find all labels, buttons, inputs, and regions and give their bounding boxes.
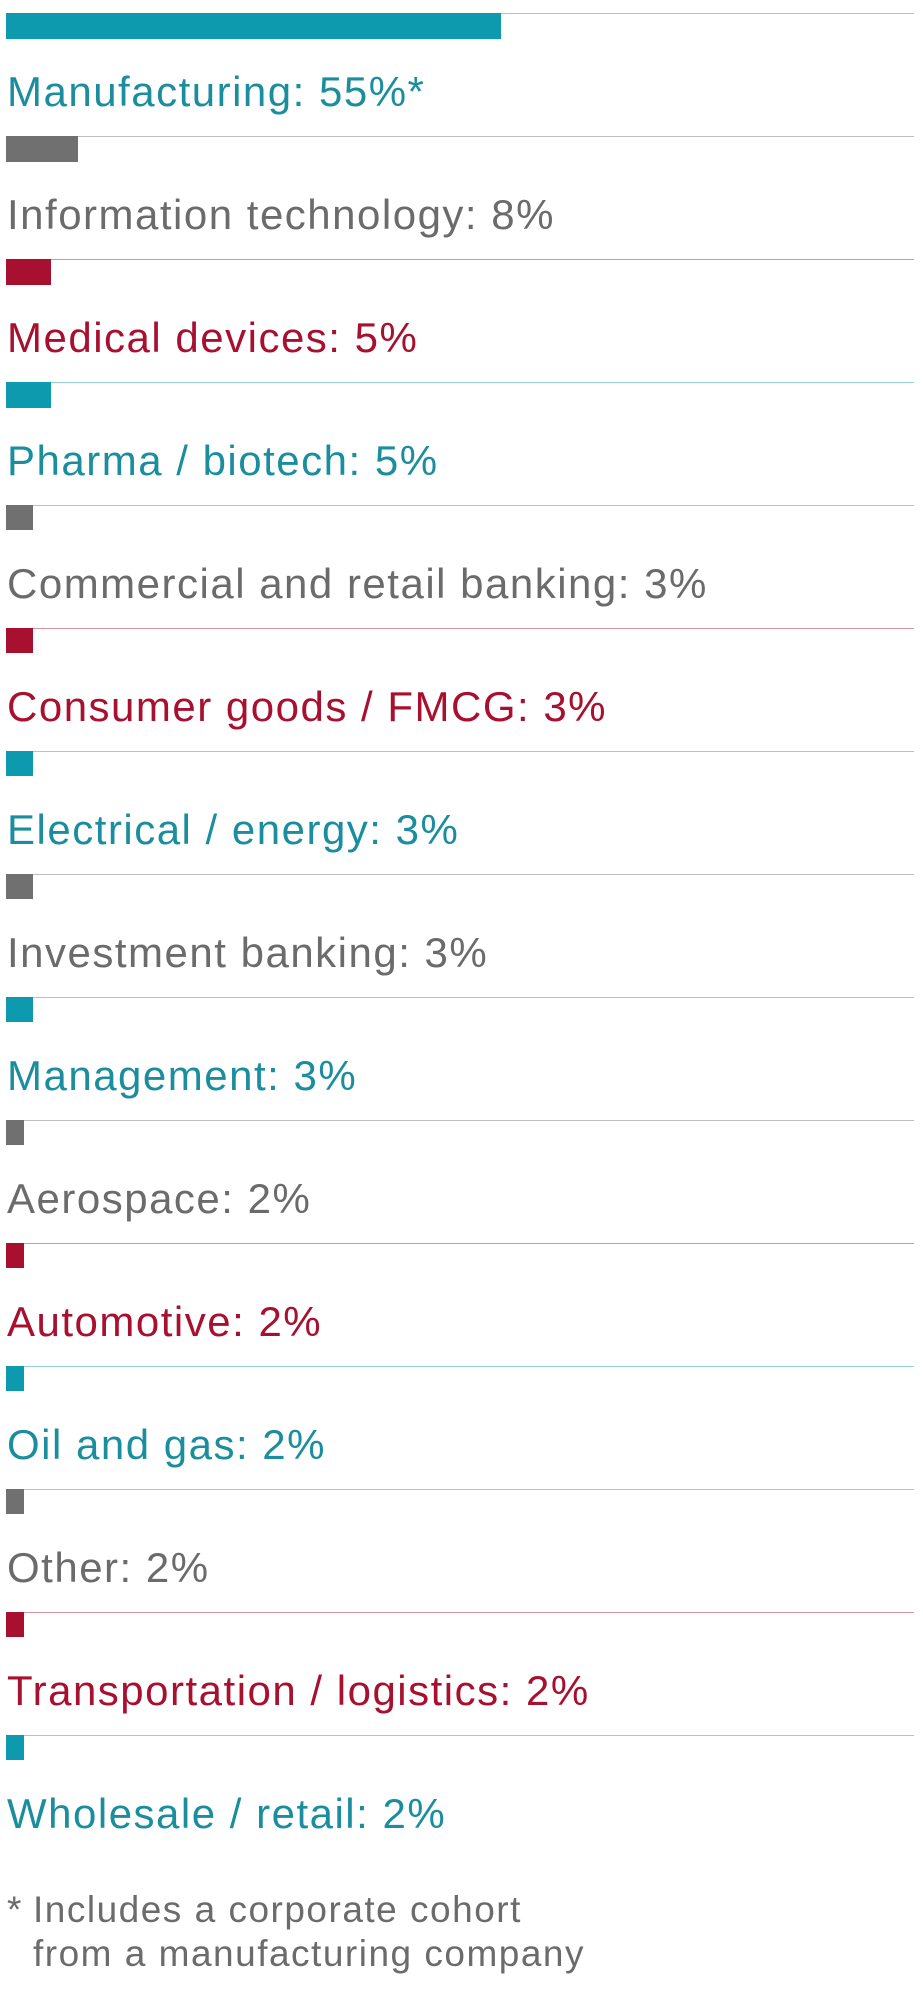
bar-medical-devices (6, 259, 51, 285)
label-aerospace: Aerospace: 2% (7, 1175, 312, 1222)
row-divider-transportation-logistics (6, 1612, 914, 1613)
row-divider-automotive (6, 1243, 914, 1244)
bar-information-technology (6, 136, 78, 162)
row-divider-investment-banking (6, 874, 914, 875)
label-other: Other: 2% (7, 1544, 210, 1591)
bar-electrical-energy (6, 751, 33, 776)
bar-management (6, 997, 33, 1022)
footnote-line-2: from a manufacturing company (33, 1933, 586, 1974)
bar-other (6, 1489, 24, 1514)
footnote-line-1: Includes a corporate cohort (33, 1889, 522, 1930)
industry-bar-chart: Manufacturing: 55%* Information technolog… (6, 13, 914, 1837)
label-automotive: Automotive: 2% (7, 1298, 323, 1345)
label-information-technology: Information technology: 8% (7, 191, 555, 238)
label-oil-and-gas: Oil and gas: 2% (7, 1421, 327, 1468)
label-consumer-goods-fmcg: Consumer goods / FMCG: 3% (7, 683, 608, 730)
row-divider-electrical-energy (6, 751, 914, 752)
bar-manufacturing (6, 13, 501, 39)
row-divider-management (6, 997, 914, 998)
label-electrical-energy: Electrical / energy: 3% (7, 806, 460, 853)
row-divider-pharma-biotech (6, 382, 914, 383)
bar-commercial-and-retail-banking (6, 505, 33, 530)
bar-consumer-goods-fmcg (6, 628, 33, 653)
bar-automotive (6, 1243, 24, 1268)
label-investment-banking: Investment banking: 3% (7, 929, 489, 976)
label-wholesale-retail: Wholesale / retail: 2% (7, 1790, 447, 1837)
row-divider-oil-and-gas (6, 1366, 914, 1367)
label-commercial-and-retail-banking: Commercial and retail banking: 3% (7, 560, 708, 607)
footnote-mark: * (7, 1889, 23, 1930)
bar-investment-banking (6, 874, 33, 899)
bar-aerospace (6, 1120, 24, 1145)
label-pharma-biotech: Pharma / biotech: 5% (7, 437, 439, 484)
footnote: * Includes a corporate cohort from a manu… (7, 1888, 585, 1976)
label-management: Management: 3% (7, 1052, 358, 1099)
row-divider-commercial-and-retail-banking (6, 505, 914, 506)
bar-wholesale-retail (6, 1735, 24, 1760)
label-transportation-logistics: Transportation / logistics: 2% (7, 1667, 590, 1714)
row-divider-aerospace (6, 1120, 914, 1121)
row-divider-other (6, 1489, 914, 1490)
row-divider-medical-devices (6, 259, 914, 260)
bar-transportation-logistics (6, 1612, 24, 1637)
row-divider-wholesale-retail (6, 1735, 914, 1736)
bar-pharma-biotech (6, 382, 51, 408)
row-divider-consumer-goods-fmcg (6, 628, 914, 629)
label-medical-devices: Medical devices: 5% (7, 314, 419, 361)
label-manufacturing: Manufacturing: 55%* (7, 68, 426, 115)
row-divider-information-technology (6, 136, 914, 137)
bar-oil-and-gas (6, 1366, 24, 1391)
